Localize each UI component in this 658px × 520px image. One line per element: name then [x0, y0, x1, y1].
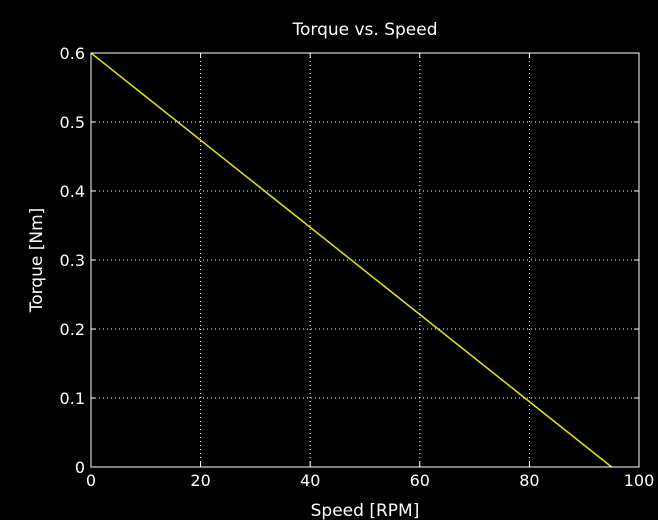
- y-tick-label: 0.1: [60, 389, 85, 408]
- chart-title: Torque vs. Speed: [291, 20, 437, 40]
- y-tick-label: 0.6: [60, 44, 85, 63]
- x-tick-label: 80: [519, 471, 539, 490]
- plot-series: [90, 52, 613, 468]
- y-axis-label: Torque [Nm]: [27, 208, 47, 314]
- x-tick-label: 20: [190, 471, 210, 490]
- y-tick-label: 0.3: [60, 251, 85, 270]
- x-tick-label: 100: [624, 471, 655, 490]
- y-tick-label: 0.2: [60, 320, 85, 339]
- axis-ticks: 0 20 40 60 80 100 0 0.1 0.2 0.3 0.4 0.5 0.6: [60, 44, 655, 490]
- x-tick-label: 60: [410, 471, 430, 490]
- y-tick-label: 0.4: [60, 182, 85, 201]
- y-tick-label: 0.5: [60, 113, 85, 132]
- x-tick-label: 40: [300, 471, 320, 490]
- x-axis-label: Speed [RPM]: [311, 501, 420, 520]
- x-tick-label: 0: [86, 471, 96, 490]
- torque-speed-line: [90, 52, 613, 468]
- plot-frame: [90, 52, 640, 468]
- y-tick-label: 0: [75, 458, 85, 477]
- grid-lines: [91, 53, 639, 467]
